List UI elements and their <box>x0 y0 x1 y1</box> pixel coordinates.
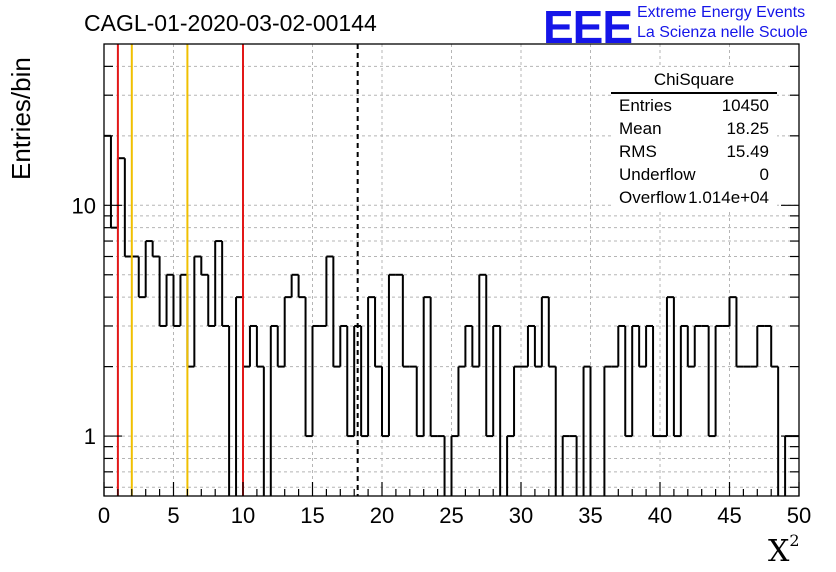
histogram-series <box>104 134 799 496</box>
stats-row-rms: RMS 15.49 <box>611 140 777 163</box>
stats-label: RMS <box>619 142 657 161</box>
stats-value: 15.49 <box>726 142 769 161</box>
stats-label: Mean <box>619 119 662 138</box>
stats-label: Entries <box>619 96 672 115</box>
y-axis-ticks: 1 10 <box>72 65 799 488</box>
stats-label: Overflow <box>619 188 687 207</box>
stats-box-title: ChiSquare <box>611 68 777 94</box>
x-tick-label: 30 <box>509 503 533 528</box>
x-tick-label: 20 <box>370 503 394 528</box>
x-axis-label: X2 <box>768 531 800 569</box>
stats-row-mean: Mean 18.25 <box>611 117 777 140</box>
y-tick-label: 1 <box>84 424 96 449</box>
stats-label: Underflow <box>619 165 696 184</box>
chart-title: CAGL-01-2020-03-02-00144 <box>84 10 377 36</box>
x-axis-label-superscript: 2 <box>789 531 800 550</box>
stats-value: 10450 <box>721 96 769 115</box>
stats-value: 18.25 <box>726 119 769 138</box>
y-axis-label-text: Entries/bin <box>6 57 36 180</box>
x-tick-label: 50 <box>787 503 811 528</box>
eee-logo-line1: Extreme Energy Events <box>637 4 806 21</box>
x-axis-label-text: X <box>768 534 790 569</box>
stats-row-underflow: Underflow 0 <box>611 163 777 186</box>
x-axis-ticks: 0 5 10 15 20 25 30 35 40 45 50 <box>98 482 811 528</box>
x-tick-label: 15 <box>300 503 324 528</box>
x-tick-label: 10 <box>231 503 255 528</box>
y-tick-label: 10 <box>72 193 96 218</box>
marker-lines <box>116 44 359 496</box>
stats-row-entries: Entries 10450 <box>611 94 777 117</box>
x-tick-label: 5 <box>167 503 179 528</box>
eee-logo: EEE <box>543 1 633 53</box>
stats-value: 1.014e+04 <box>688 188 769 207</box>
x-tick-label: 40 <box>648 503 672 528</box>
stats-value: 0 <box>759 165 769 184</box>
stats-row-overflow: Overflow 1.014e+04 <box>611 186 777 209</box>
x-tick-label: 35 <box>578 503 602 528</box>
grid-lines <box>104 44 799 496</box>
eee-logo-text: Extreme Energy Events La Scienza nelle S… <box>637 3 808 43</box>
stats-box: ChiSquare Entries 10450 Mean 18.25 RMS 1… <box>611 68 777 209</box>
x-tick-label: 45 <box>717 503 741 528</box>
eee-logo-line2: La Scienza nelle Scuole <box>637 24 808 41</box>
x-tick-label: 25 <box>439 503 463 528</box>
y-axis-label: Entries/bin <box>6 57 37 180</box>
x-tick-label: 0 <box>98 503 110 528</box>
